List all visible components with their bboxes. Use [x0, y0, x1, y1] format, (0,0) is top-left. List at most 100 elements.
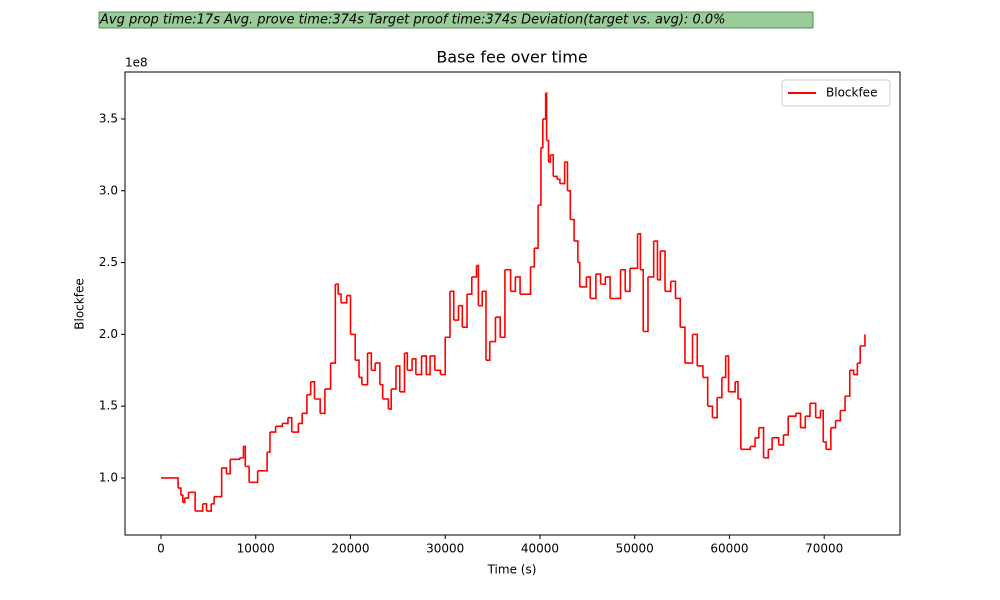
line-step	[453, 305, 460, 321]
y-tick-label: 3.0	[99, 183, 118, 197]
line-step	[269, 426, 277, 433]
line-step	[570, 218, 575, 242]
line-step	[218, 467, 223, 498]
line-step	[324, 363, 332, 390]
y-offset-label: 1e8	[125, 56, 148, 70]
line-step	[341, 295, 348, 304]
y-axis-label: Blockfee	[73, 278, 87, 329]
line-step	[653, 240, 659, 280]
line-step	[574, 240, 579, 263]
line-step	[564, 161, 569, 191]
line-step	[684, 334, 694, 364]
line-step	[800, 416, 807, 429]
line-step	[595, 273, 602, 285]
line-step	[737, 398, 742, 450]
line-step	[625, 268, 631, 293]
line-step	[230, 457, 241, 461]
line-step	[243, 445, 247, 467]
y-tick-label: 2.0	[99, 327, 118, 341]
line-step	[540, 118, 544, 149]
line-step	[559, 162, 566, 185]
y-tick-label: 1.0	[99, 470, 118, 484]
line-step	[449, 290, 455, 321]
legend-label: Blockfee	[826, 86, 877, 100]
line-step	[721, 355, 727, 379]
line-step	[553, 175, 558, 180]
line-step	[426, 355, 431, 376]
line-step	[182, 498, 186, 504]
line-step	[407, 358, 413, 372]
line-step	[665, 281, 672, 293]
line-step	[476, 264, 480, 306]
x-tick-label: 20000	[331, 542, 369, 556]
line-step	[462, 294, 468, 328]
line-step	[534, 205, 539, 250]
line-step	[180, 494, 184, 503]
line-step	[660, 250, 666, 292]
line-step	[538, 147, 542, 206]
line-step	[267, 432, 271, 453]
line-step	[815, 410, 822, 419]
legend-box	[781, 79, 891, 107]
line-step	[857, 345, 862, 364]
line-step	[670, 280, 677, 299]
line-step	[557, 178, 561, 184]
line-step	[629, 233, 639, 270]
line-step	[395, 365, 401, 392]
line-step	[265, 452, 268, 472]
line-step	[758, 426, 765, 458]
line-step	[515, 276, 521, 295]
line-step	[640, 268, 645, 332]
line-step	[346, 294, 352, 335]
line-step	[338, 293, 342, 303]
line-step	[788, 413, 797, 418]
line-step	[430, 355, 436, 371]
line-step	[712, 397, 718, 419]
x-tick-label: 0	[157, 542, 165, 556]
annotation: Avg prop time:17s Avg. prove time:374s T…	[99, 13, 726, 28]
annotation-box	[98, 11, 814, 29]
line-step	[412, 357, 417, 375]
line-step	[194, 491, 196, 512]
line-step	[335, 283, 339, 295]
line-step	[399, 353, 406, 393]
line-step	[184, 492, 190, 499]
line-step	[548, 154, 552, 163]
line-step	[440, 337, 447, 376]
line-step	[458, 304, 464, 328]
line-step	[590, 274, 597, 300]
line-step	[840, 396, 846, 412]
line-step	[768, 437, 773, 451]
line-step	[763, 449, 770, 459]
line-step	[404, 352, 409, 371]
line-step	[275, 423, 284, 428]
plot-area	[124, 71, 901, 536]
line-step	[647, 241, 655, 278]
line-step	[375, 362, 381, 385]
line-step	[637, 233, 642, 270]
x-tick-label: 10000	[237, 542, 275, 556]
line-step	[728, 381, 736, 393]
line-step	[239, 446, 245, 459]
line-step	[391, 365, 397, 390]
line-step	[388, 388, 393, 410]
line-step	[550, 154, 555, 177]
line-step	[697, 365, 704, 378]
line-step	[355, 359, 360, 378]
x-axis-label: Time (s)	[487, 563, 537, 577]
line-step	[735, 380, 739, 400]
line-step	[478, 291, 483, 307]
line-step	[310, 380, 316, 400]
line-step	[772, 436, 780, 445]
line-step	[467, 276, 473, 295]
line-step	[298, 413, 303, 425]
line-step	[600, 276, 607, 285]
line-step	[820, 409, 825, 443]
line-step	[302, 394, 308, 415]
line-step	[860, 334, 866, 347]
x-tick-label: 30000	[426, 542, 464, 556]
line-step	[725, 355, 730, 392]
y-tick-label: 3.5	[99, 111, 118, 125]
line-step	[245, 465, 250, 483]
